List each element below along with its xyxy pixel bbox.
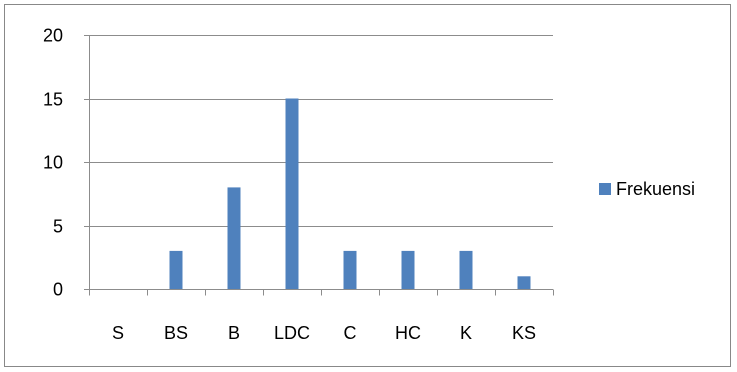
x-tick-label-k: K [460, 323, 472, 343]
bar-hc [401, 250, 415, 289]
x-tick-labels: S BS B LDC C HC K KS [112, 323, 536, 343]
y-tick-label: 15 [43, 90, 63, 110]
legend-swatch-frekuensi [599, 183, 611, 195]
x-tick-label-b: B [228, 323, 240, 343]
x-tick-label-c: C [344, 323, 357, 343]
y-tick-labels: 0 5 10 15 20 [43, 26, 63, 300]
y-tick-label: 10 [43, 153, 63, 173]
x-tick-label-ks: KS [512, 323, 536, 343]
axes [84, 35, 554, 296]
bar-bs [169, 250, 183, 289]
y-tick-label: 5 [53, 217, 63, 237]
gridlines [84, 35, 553, 227]
x-tick-label-s: S [112, 323, 124, 343]
x-tick-label-ldc: LDC [274, 323, 310, 343]
bar-ldc [285, 98, 299, 289]
bar-ks [517, 276, 531, 289]
x-tick-label-hc: HC [395, 323, 421, 343]
legend: Frekuensi [599, 179, 695, 199]
bar-c [343, 250, 357, 289]
y-tick-label: 0 [53, 280, 63, 300]
bars [169, 98, 531, 289]
bar-b [227, 187, 241, 289]
x-tick-label-bs: BS [164, 323, 188, 343]
legend-label-frekuensi: Frekuensi [616, 179, 695, 199]
bar-k [459, 250, 473, 289]
y-tick-label: 20 [43, 26, 63, 46]
